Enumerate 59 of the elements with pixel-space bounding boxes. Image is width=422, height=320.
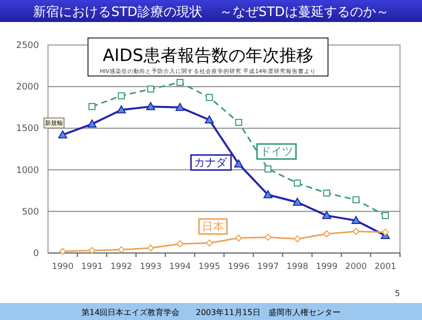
x-tick-label: 1998 xyxy=(286,262,308,272)
x-tick-label: 1999 xyxy=(316,262,338,272)
point xyxy=(323,230,330,238)
point xyxy=(352,196,360,204)
point xyxy=(235,118,242,126)
point xyxy=(88,120,96,128)
point xyxy=(58,130,68,138)
chart-title: 新宿におけるSTD診療の現状 ～なぜSTDは蔓延するのか～ xyxy=(33,4,389,20)
text: 第14回日本エイズ教育学会 2003年11月15日 盛岡市人権センター xyxy=(82,308,340,317)
y-tick-label: 500 xyxy=(22,207,40,218)
x-tick-label: 1995 xyxy=(198,262,220,272)
y-tick-label: 2000 xyxy=(16,82,40,93)
y-tick-label: 2500 xyxy=(16,41,40,51)
point xyxy=(59,248,66,255)
point xyxy=(176,240,184,248)
point xyxy=(292,198,302,206)
point xyxy=(206,240,213,247)
point xyxy=(352,228,360,235)
x-tick-label: 2000 xyxy=(345,262,367,272)
series-label: カナダ xyxy=(194,156,228,169)
point xyxy=(116,105,126,114)
point xyxy=(88,247,96,254)
point xyxy=(294,180,301,187)
point xyxy=(294,235,301,242)
series-label: 日本 xyxy=(202,220,224,233)
point xyxy=(146,102,156,110)
point xyxy=(323,190,330,197)
point xyxy=(234,159,244,168)
chart-subtitle: AIDS患者報告数の年次推移 xyxy=(102,46,314,66)
x-tick-label: 2001 xyxy=(374,262,396,272)
y-tick-label: 1000 xyxy=(16,166,40,176)
x-tick-label: 1992 xyxy=(110,262,132,272)
x-tick-label: 1994 xyxy=(169,262,191,272)
point xyxy=(147,86,154,93)
point xyxy=(235,234,242,242)
point xyxy=(204,115,214,124)
y-tick-label: 0 xyxy=(33,249,40,259)
point xyxy=(382,228,389,236)
point xyxy=(206,94,213,101)
point xyxy=(147,244,154,252)
point xyxy=(118,246,125,254)
point xyxy=(382,212,389,220)
point xyxy=(264,190,272,198)
point xyxy=(264,165,272,172)
y-tick-label: 1500 xyxy=(16,124,40,134)
point xyxy=(176,102,184,111)
point xyxy=(352,216,360,224)
x-tick-label: 1996 xyxy=(228,262,250,272)
x-tick-label: 1993 xyxy=(140,262,162,272)
point xyxy=(176,78,184,86)
x-tick-label: 1991 xyxy=(81,262,103,272)
text: 5 xyxy=(394,289,400,298)
point xyxy=(118,92,125,100)
point xyxy=(322,211,332,220)
series-label: ドイツ xyxy=(260,145,293,158)
point xyxy=(88,103,96,110)
x-tick-label: 1990 xyxy=(52,262,74,272)
point xyxy=(264,234,272,241)
x-tick-label: 1997 xyxy=(257,262,279,272)
